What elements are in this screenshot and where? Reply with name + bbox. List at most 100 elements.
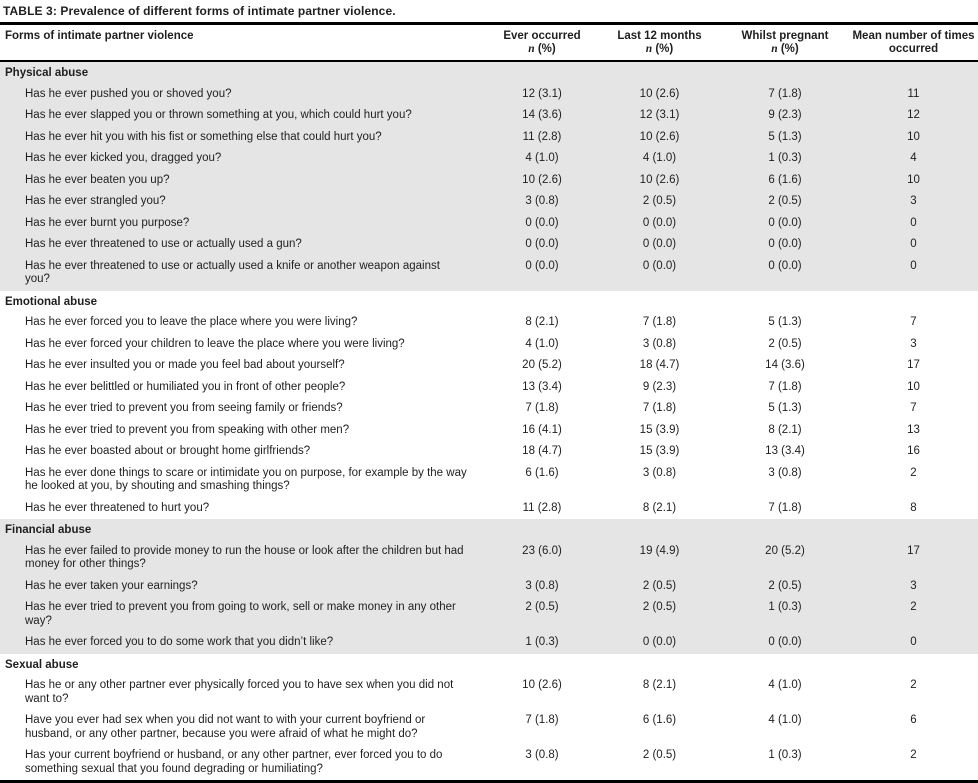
header-row: Forms of intimate partner violence Ever … [0, 25, 978, 62]
mean-times-cell: 0 [849, 234, 978, 256]
whilst-pregnant-cell: 5 (1.3) [721, 126, 849, 148]
question-row: Have you ever had sex when you did not w… [0, 710, 978, 745]
mean-times-cell: 13 [907, 423, 920, 436]
mean-times-cell: 10 [907, 380, 920, 393]
last-12-months-cell: 12 (3.1) [598, 105, 721, 127]
whilst-pregnant-cell: 8 (2.1) [768, 423, 802, 436]
question-row: Has your current boyfriend or husband, o… [0, 745, 978, 782]
column-label: Forms of intimate partner violence [5, 30, 194, 42]
last-12-months-cell: 0 (0.0) [598, 632, 721, 654]
ever-occurred-cell: 10 (2.6) [486, 169, 598, 191]
ever-occurred-cell: 13 (3.4) [522, 380, 562, 393]
last-12-months-cell: 2 (0.5) [598, 191, 721, 213]
question-cell: Has he ever forced your children to leav… [25, 337, 405, 350]
whilst-pregnant-cell: 7 (1.8) [721, 83, 849, 105]
question-cell: Has he ever strangled you? [0, 191, 486, 213]
question-cell: Has he ever kicked you, dragged you? [0, 148, 486, 170]
section-header-row: Emotional abuse [0, 291, 978, 313]
column-header-forms: Forms of intimate partner violence [0, 25, 486, 62]
whilst-pregnant-cell: 2 (0.5) [768, 337, 802, 350]
question-cell: Has he ever tried to prevent you from se… [25, 402, 343, 414]
mean-times-cell: 4 [849, 148, 978, 170]
ever-occurred-cell: 2 (0.5) [486, 597, 598, 632]
section-header-row: Financial abuse [0, 519, 978, 541]
question-row: Has he ever tried to prevent you from se… [0, 398, 978, 420]
whilst-pregnant-cell: 2 (0.5) [721, 191, 849, 213]
question-cell: Has he ever threatened to hurt you? [25, 501, 210, 514]
whilst-pregnant-cell: 20 (5.2) [721, 540, 849, 576]
mean-times-cell: 16 [907, 445, 920, 457]
column-sublabel: n (%) [528, 43, 556, 55]
question-row: Has he ever strangled you? 3 (0.8) 2 (0.5)… [0, 191, 978, 213]
last-12-months-cell: 10 (2.6) [598, 169, 721, 191]
question-cell: Has he ever slapped you or thrown someth… [0, 105, 486, 127]
question-cell: Has he ever failed to provide money to r… [0, 540, 486, 576]
last-12-months-cell: 18 (4.7) [639, 359, 680, 371]
mean-times-cell: 10 [849, 169, 978, 191]
column-label: Mean number of times occurred [852, 30, 975, 55]
ever-occurred-cell: 11 (2.8) [522, 501, 562, 514]
mean-times-cell: 2 [849, 597, 978, 632]
column-header-last-12-months: Last 12 months n (%) [598, 25, 721, 62]
question-row: Has he ever insulted you or made you fee… [0, 355, 978, 377]
whilst-pregnant-cell: 1 (0.3) [768, 749, 802, 761]
question-cell: Has he ever burnt you purpose? [0, 212, 486, 234]
mean-times-cell: 3 [910, 337, 917, 350]
whilst-pregnant-cell: 7 (1.8) [768, 380, 802, 393]
last-12-months-cell: 10 (2.6) [598, 126, 721, 148]
table-body: Physical abuse Has he ever pushed you or … [0, 61, 978, 782]
question-cell: Has he ever pushed you or shoved you? [0, 83, 486, 105]
table-title: TABLE 3: Prevalence of different forms o… [0, 0, 978, 25]
section-header-row: Sexual abuse [0, 654, 978, 676]
last-12-months-cell: 3 (0.8) [642, 337, 677, 350]
ever-occurred-cell: 3 (0.8) [525, 749, 559, 761]
ever-occurred-cell: 20 (5.2) [522, 359, 562, 371]
table-header: Forms of intimate partner violence Ever … [0, 25, 978, 62]
question-cell: Has he ever threatened to use or actuall… [0, 255, 486, 291]
last-12-months-cell: 4 (1.0) [598, 148, 721, 170]
last-12-months-cell: 0 (0.0) [598, 212, 721, 234]
last-12-months-cell: 0 (0.0) [598, 255, 721, 291]
whilst-pregnant-cell: 0 (0.0) [721, 234, 849, 256]
ever-occurred-cell: 7 (1.8) [525, 402, 559, 414]
whilst-pregnant-cell: 0 (0.0) [721, 255, 849, 291]
question-row: Has he ever slapped you or thrown someth… [0, 105, 978, 127]
ever-occurred-cell: 3 (0.8) [486, 575, 598, 597]
mean-times-cell: 0 [849, 632, 978, 654]
mean-times-cell: 17 [849, 540, 978, 576]
question-cell: Has he ever boasted about or brought hom… [25, 445, 311, 457]
question-row: Has he ever boasted about or brought hom… [0, 441, 978, 463]
column-label: Whilst pregnant [741, 30, 829, 42]
last-12-months-cell: 2 (0.5) [598, 597, 721, 632]
column-sublabel: n (%) [645, 43, 674, 55]
ever-occurred-cell: 10 (2.6) [522, 679, 562, 691]
question-row: Has he ever tried to prevent you from go… [0, 597, 978, 632]
whilst-pregnant-cell: 13 (3.4) [765, 445, 805, 457]
ever-occurred-cell: 11 (2.8) [486, 126, 598, 148]
whilst-pregnant-cell: 1 (0.3) [721, 597, 849, 632]
ever-occurred-cell: 6 (1.6) [525, 466, 559, 479]
section-title: Financial abuse [0, 519, 978, 541]
question-cell: Has he or any other partner ever physica… [25, 679, 454, 705]
whilst-pregnant-cell: 6 (1.6) [721, 169, 849, 191]
column-sublabel: n (%) [771, 43, 799, 55]
question-cell: Has he ever forced you to leave the plac… [25, 316, 358, 328]
ever-occurred-cell: 4 (1.0) [525, 337, 559, 350]
question-row: Has he ever beaten you up? 10 (2.6) 10 (2.… [0, 169, 978, 191]
last-12-months-cell: 9 (2.3) [642, 380, 677, 393]
section-title: Emotional abuse [5, 295, 98, 308]
question-row: Has he ever forced you to do some work t… [0, 632, 978, 654]
ever-occurred-cell: 3 (0.8) [486, 191, 598, 213]
ever-occurred-cell: 12 (3.1) [486, 83, 598, 105]
mean-times-cell: 6 [910, 714, 917, 726]
ever-occurred-cell: 18 (4.7) [522, 445, 562, 457]
section-title: Sexual abuse [5, 658, 79, 671]
whilst-pregnant-cell: 4 (1.0) [768, 679, 802, 691]
mean-times-cell: 2 [910, 679, 917, 691]
ever-occurred-cell: 23 (6.0) [486, 540, 598, 576]
ever-occurred-cell: 0 (0.0) [486, 255, 598, 291]
column-header-whilst-pregnant: Whilst pregnant n (%) [721, 25, 849, 62]
question-cell: Has he ever belittled or humiliated you … [25, 380, 346, 393]
ever-occurred-cell: 1 (0.3) [486, 632, 598, 654]
